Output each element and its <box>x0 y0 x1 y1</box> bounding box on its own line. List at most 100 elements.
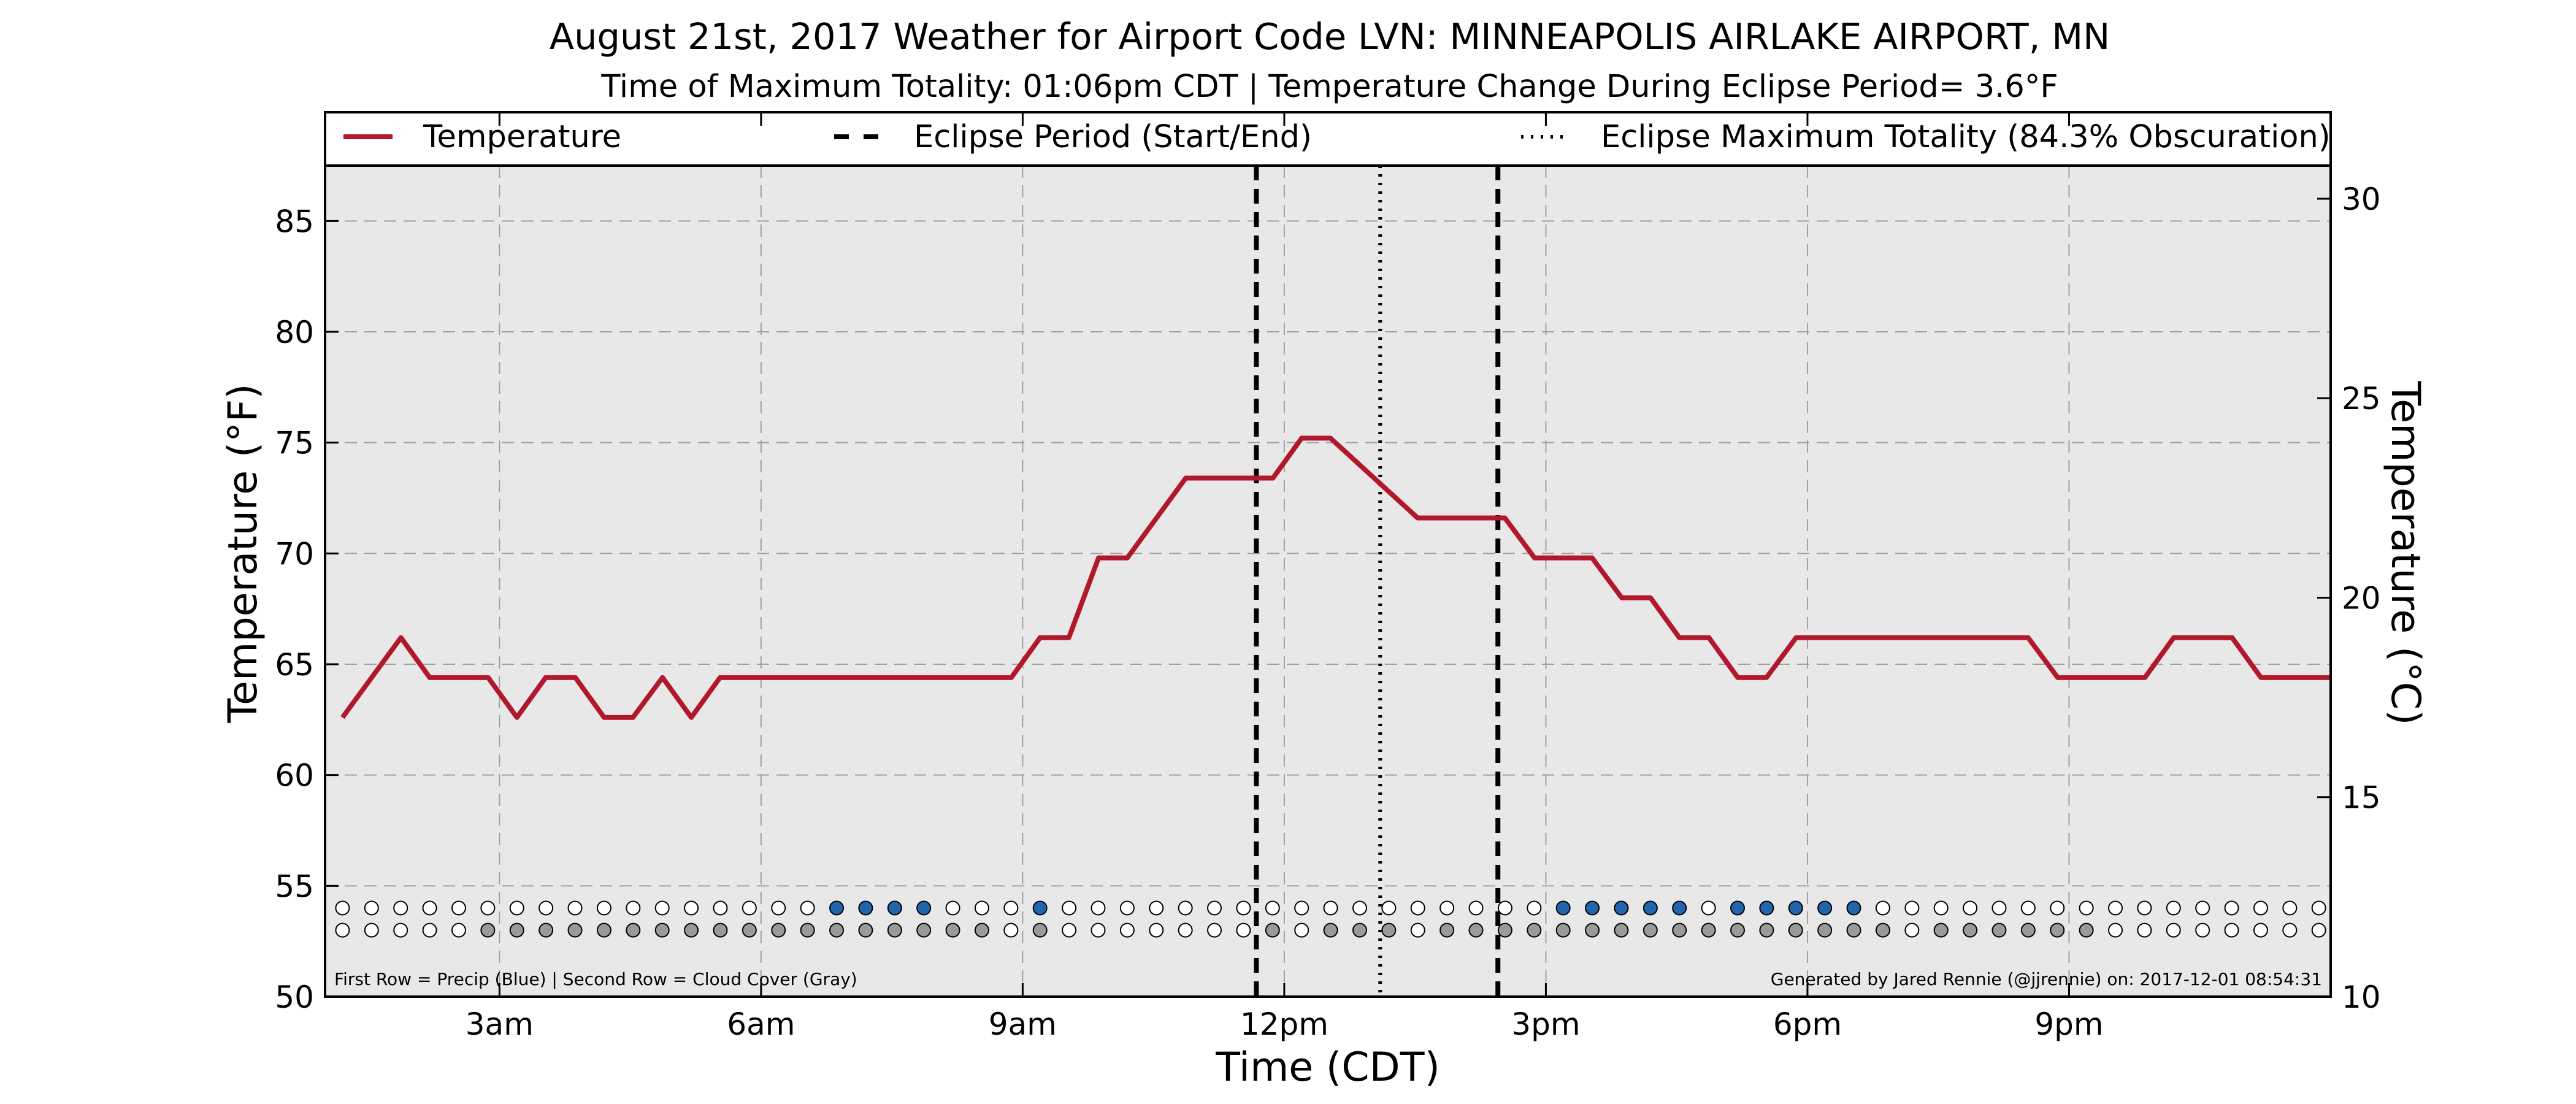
precip-dot <box>451 900 466 916</box>
cloud-dot <box>2108 922 2123 938</box>
cloud-dot <box>539 922 554 938</box>
precip-dot <box>2050 900 2065 916</box>
plot-frame <box>324 111 2332 998</box>
precip-dot <box>829 900 845 916</box>
precip-dot <box>654 900 670 916</box>
cloud-dot <box>1236 922 1251 938</box>
precip-dot <box>742 900 757 916</box>
cloud-dot <box>916 922 932 938</box>
cloud-dot <box>1091 922 1106 938</box>
cloud-dot <box>1555 922 1571 938</box>
dots-note: First Row = Precip (Blue) | Second Row =… <box>334 969 857 989</box>
cloud-dot <box>1643 922 1658 938</box>
x-tick-label: 6pm <box>1773 1006 1842 1042</box>
cloud-dot <box>1614 922 1629 938</box>
y-tick-label: 50 <box>275 979 314 1015</box>
y-tick-label-right: 15 <box>2342 780 2381 816</box>
precip-dot <box>509 900 524 916</box>
x-tick-label: 9am <box>989 1006 1057 1042</box>
cloud-dot <box>1352 922 1367 938</box>
precip-dot <box>364 900 379 916</box>
precip-dot <box>1963 900 1978 916</box>
observation-dots <box>335 900 2326 938</box>
precip-dot <box>1032 900 1048 916</box>
cloud-dot <box>1701 922 1716 938</box>
grid-lines <box>325 166 2331 997</box>
precip-dot <box>1062 900 1077 916</box>
cloud-dot <box>1265 922 1280 938</box>
eclipse-markers <box>1254 166 1501 997</box>
cloud-dot <box>1788 922 1803 938</box>
precip-dot <box>1730 900 1745 916</box>
precip-dot <box>2282 900 2298 916</box>
cloud-dot <box>2079 922 2094 938</box>
cloud-dot <box>1178 922 1193 938</box>
cloud-dot <box>335 922 350 938</box>
legend-label-eclipse-max: Eclipse Maximum Totality (84.3% Obscurat… <box>1601 119 2331 155</box>
precip-dot <box>2108 900 2123 916</box>
precip-dot <box>1672 900 1687 916</box>
x-tick-label: 9pm <box>2034 1006 2103 1042</box>
x-axis-label: Time (CDT) <box>1215 1045 1440 1091</box>
y-axis-label-right: Temperature (°C) <box>2382 380 2428 725</box>
x-tick-label: 3pm <box>1511 1006 1580 1042</box>
precip-dot <box>1381 900 1397 916</box>
precip-dot <box>1875 900 1890 916</box>
precip-dot <box>1846 900 1861 916</box>
cloud-dot <box>1381 922 1397 938</box>
precip-dot <box>858 900 873 916</box>
legend-label-eclipse-period: Eclipse Period (Start/End) <box>914 119 1312 155</box>
precip-dot <box>1555 900 1571 916</box>
cloud-dot <box>1439 922 1455 938</box>
cloud-dot <box>1149 922 1164 938</box>
temperature-line <box>340 435 2331 720</box>
temperature-series <box>340 435 2331 720</box>
precip-dot <box>1119 900 1135 916</box>
cloud-dot <box>800 922 815 938</box>
y-axis-label: Temperature (°F) <box>220 383 266 723</box>
precip-dot <box>480 900 496 916</box>
precip-dot <box>1003 900 1019 916</box>
cloud-dot <box>480 922 496 938</box>
y-tick-label: 65 <box>275 647 314 683</box>
cloud-dot <box>829 922 845 938</box>
cloud-dot <box>451 922 466 938</box>
y-tick-label-right: 30 <box>2342 182 2381 217</box>
precip-dot <box>945 900 960 916</box>
x-tick-label: 3am <box>466 1006 534 1042</box>
y-tick-label-right: 10 <box>2342 979 2381 1015</box>
precip-dot <box>1352 900 1367 916</box>
y-tick-label: 55 <box>275 868 314 904</box>
cloud-dot <box>771 922 786 938</box>
precip-dot <box>1410 900 1425 916</box>
precip-dot <box>1091 900 1106 916</box>
precip-dot <box>539 900 554 916</box>
precip-dot <box>1817 900 1833 916</box>
precip-dot <box>1178 900 1193 916</box>
cloud-dot <box>858 922 873 938</box>
cloud-dot <box>1207 922 1222 938</box>
cloud-dot <box>1759 922 1774 938</box>
cloud-dot <box>2224 922 2239 938</box>
y-tick-label-right: 20 <box>2342 580 2381 616</box>
cloud-dot <box>945 922 960 938</box>
precip-dot <box>2253 900 2268 916</box>
chart-title: August 21st, 2017 Weather for Airport Co… <box>550 15 2110 58</box>
cloud-dot <box>364 922 379 938</box>
precip-dot <box>1701 900 1716 916</box>
cloud-dot <box>1585 922 1600 938</box>
cloud-dot <box>626 922 641 938</box>
cloud-dot <box>1410 922 1425 938</box>
legend-label-temperature: Temperature <box>423 119 621 155</box>
precip-dot <box>1207 900 1222 916</box>
precip-dot <box>1439 900 1455 916</box>
cloud-dot <box>887 922 902 938</box>
axes: 3am 6am 9am 12pm 3pm 6pm 9pm 50 55 60 65 70 75 80 85 10… <box>275 112 2381 1042</box>
precip-dot <box>2311 900 2326 916</box>
y-tick-label: 60 <box>275 758 314 794</box>
precip-dot <box>335 900 350 916</box>
precip-dot <box>684 900 699 916</box>
precip-dot <box>2020 900 2036 916</box>
precip-dot <box>1643 900 1658 916</box>
